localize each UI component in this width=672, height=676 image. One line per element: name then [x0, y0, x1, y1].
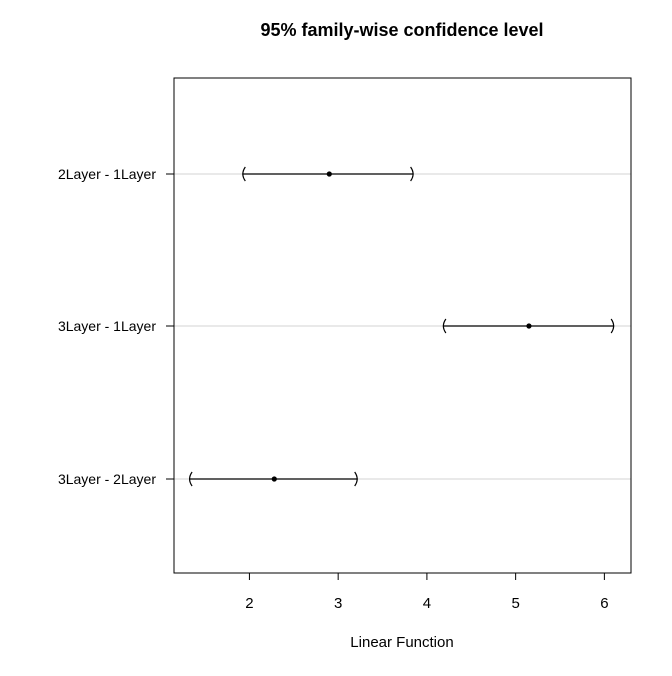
y-tick-label: 3Layer - 1Layer — [58, 318, 156, 334]
ci-lower-bracket — [442, 318, 447, 334]
ci-upper-bracket — [610, 318, 615, 334]
x-tick-label: 3 — [334, 595, 342, 612]
x-tick-label: 6 — [600, 595, 608, 612]
x-axis-label: Linear Function — [350, 634, 453, 651]
x-axis: 2 3 4 5 6 — [245, 572, 609, 612]
y-tick-label: 3Layer - 2Layer — [58, 471, 156, 487]
ci-estimate-point — [326, 171, 332, 177]
y-tick-label: 2Layer - 1Layer — [58, 166, 156, 182]
ci-estimate-point — [271, 476, 277, 482]
ci-lower-bracket — [188, 471, 193, 487]
ci-upper-bracket — [410, 166, 414, 182]
intervals — [188, 166, 615, 487]
ci-estimate-point — [526, 323, 532, 329]
ci-lower-bracket — [242, 166, 246, 182]
y-axis: 2Layer - 1Layer 3Layer - 1Layer 3Layer - 2… — [58, 166, 174, 487]
ci-upper-bracket — [354, 471, 358, 487]
chart-title: 95% family-wise confidence level — [260, 20, 543, 40]
x-tick-label: 4 — [423, 595, 431, 612]
x-tick-label: 5 — [511, 595, 519, 612]
x-tick-label: 2 — [245, 595, 253, 612]
